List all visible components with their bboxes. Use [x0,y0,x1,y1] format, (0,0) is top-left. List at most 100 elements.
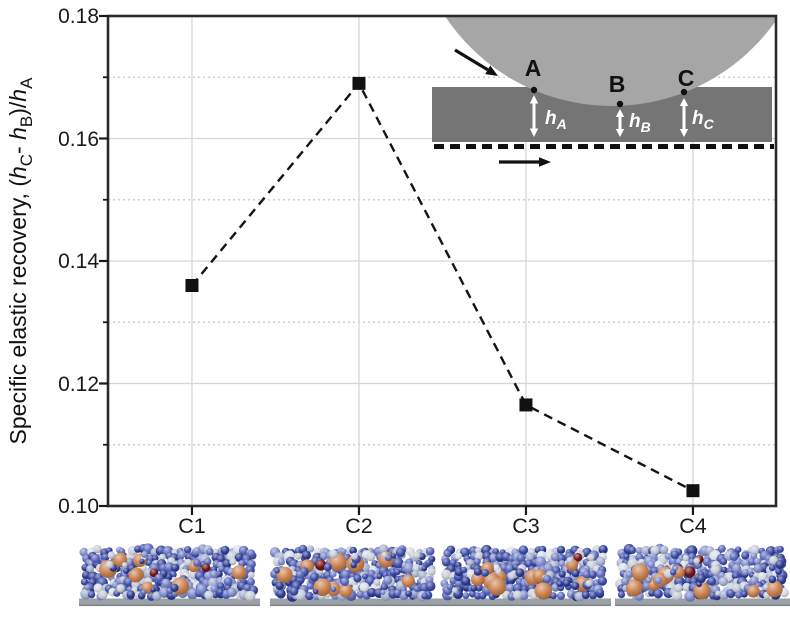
particle-sphere [507,572,516,580]
particle-sphere [478,591,487,600]
particle-sphere [390,553,397,559]
particle-sphere [289,586,299,596]
particle-sphere [542,574,552,584]
snapshot-c1 [79,543,260,607]
data-point-marker-c4 [686,484,700,498]
particle-sphere [323,563,332,572]
particle-sphere [758,572,767,581]
substrate-bar [79,598,260,606]
particle-sphere [217,582,225,590]
particle-sphere [473,567,482,576]
particle-sphere [641,545,651,556]
particle-sphere [105,560,114,569]
particle-sphere [741,568,749,576]
x-tick-label-c3: C3 [512,514,540,538]
particle-sphere [395,547,406,558]
particle-sphere [223,577,233,586]
particle-sphere [243,584,251,592]
point-a-label: A [525,55,542,81]
particle-sphere [674,583,683,593]
particle-sphere [574,591,585,602]
axis-ticks [99,14,695,515]
y-tick-label: 0.18 [58,5,99,28]
particle-sphere [350,561,357,569]
particle-sphere [596,588,605,597]
particle-sphere [747,585,760,598]
particle-sphere [356,590,365,599]
y-axis-title: Specific elastic recovery, (hC- hB)/hA [5,77,36,445]
particle-sphere [719,558,728,566]
particle-sphere [425,559,432,567]
particle-sphere [373,578,381,586]
particle-sphere [753,557,762,565]
particle-sphere [518,545,529,555]
particle-sphere [693,557,700,565]
particle-sphere [222,559,232,569]
particle-sphere [376,573,383,580]
particle-sphere [306,582,314,590]
point-c-dot [680,88,688,96]
particle-sphere [659,545,669,555]
particle-sphere [101,553,110,562]
particle-sphere [307,545,315,553]
particle-sphere [535,556,547,568]
data-series-line [191,81,694,492]
particle-sphere [733,573,739,579]
particle-sphere [566,557,573,564]
particle-sphere [93,544,102,554]
particle-sphere [86,565,94,573]
particle-sphere [495,569,502,575]
particle-sphere [340,577,350,586]
particle-sphere [753,563,763,573]
particle-sphere [366,552,376,562]
particle-sphere [598,544,608,555]
indenter-ball [445,16,776,106]
particle-sphere [247,549,256,558]
particle-sphere [161,578,171,588]
particle-sphere [726,589,736,599]
particle-sphere [209,570,218,579]
particle-sphere [313,589,319,595]
particle-sphere [488,577,506,596]
particle-sphere [645,576,652,584]
snapshot-c3 [440,544,611,607]
particle-sphere [470,585,478,592]
hb-label: hB [629,111,651,135]
particle-sphere [647,560,655,569]
particle-sphere [492,548,500,555]
particle-sphere [623,553,630,560]
particle-sphere [84,584,91,591]
particle-sphere [766,580,783,598]
particle-sphere [238,545,249,556]
particle-sphere [563,579,571,587]
particle-sphere [201,563,211,573]
particle-sphere [204,590,214,600]
particle-sphere [362,573,368,580]
particle-sphere [276,566,293,584]
particle-sphere [617,591,626,599]
particle-sphere [141,551,149,558]
particle-sphere [710,565,720,575]
particle-sphere [473,558,481,566]
particle-sphere [352,584,360,592]
particle-sphere [587,553,595,561]
particle-sphere [549,592,557,600]
particle-sphere [682,554,689,562]
particle-sphere [775,560,785,569]
particle-sphere [367,587,377,598]
y-tick-label: 0.14 [58,250,99,273]
particle-sphere [227,587,237,598]
data-series [185,76,700,498]
particle-sphere [621,577,630,586]
point-b-dot [616,100,624,108]
particle-sphere [380,583,389,591]
particle-sphere [516,553,525,563]
particle-sphere [512,590,523,600]
particle-sphere [232,565,247,580]
particle-sphere [392,557,404,569]
substrate-bar [440,598,611,606]
particle-sphere [718,576,729,587]
sliding-direction-arrow [499,157,551,167]
particle-sphere [581,591,590,600]
particle-sphere [693,582,711,600]
